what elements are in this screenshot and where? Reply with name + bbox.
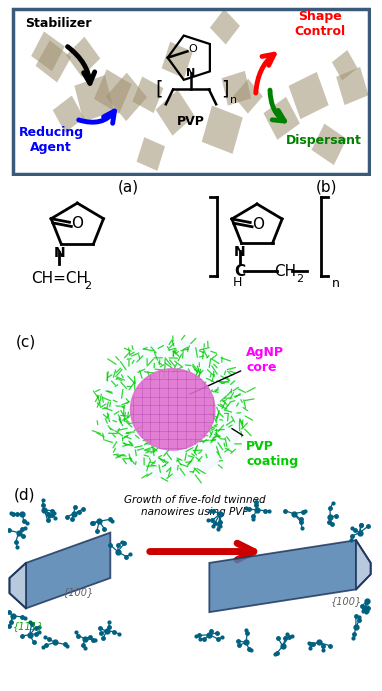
Text: {100}: {100} <box>330 596 362 607</box>
Text: O: O <box>188 44 197 54</box>
Text: n: n <box>332 278 340 290</box>
Text: (b): (b) <box>316 179 337 194</box>
Text: O: O <box>71 216 84 231</box>
Text: Dispersant: Dispersant <box>286 134 362 146</box>
Text: AgNP
core: AgNP core <box>190 346 284 394</box>
Polygon shape <box>264 97 300 140</box>
Polygon shape <box>133 77 163 113</box>
Polygon shape <box>288 72 329 119</box>
Text: O: O <box>252 217 264 231</box>
Polygon shape <box>209 540 356 612</box>
Polygon shape <box>162 41 193 78</box>
Polygon shape <box>222 71 251 106</box>
Polygon shape <box>136 138 165 171</box>
Text: (c): (c) <box>16 334 36 350</box>
Polygon shape <box>94 69 132 114</box>
Polygon shape <box>233 79 263 113</box>
Polygon shape <box>332 50 358 80</box>
Text: PVP
coating: PVP coating <box>232 428 298 468</box>
Text: 2: 2 <box>84 281 91 291</box>
Text: {111}: {111} <box>13 621 44 631</box>
Polygon shape <box>26 533 110 608</box>
Text: 2: 2 <box>296 274 304 284</box>
Text: Shape
Control: Shape Control <box>295 10 346 38</box>
Text: n: n <box>230 95 237 105</box>
Text: Reducing
Agent: Reducing Agent <box>18 126 84 154</box>
Polygon shape <box>66 37 100 77</box>
Text: CH: CH <box>274 263 296 278</box>
Polygon shape <box>155 90 194 135</box>
Text: (d): (d) <box>13 487 35 502</box>
Text: {100}: {100} <box>63 587 94 597</box>
Polygon shape <box>10 563 26 608</box>
Polygon shape <box>36 40 71 82</box>
Text: N: N <box>234 245 246 259</box>
Polygon shape <box>336 67 369 105</box>
Text: H: H <box>233 276 243 290</box>
Text: N: N <box>53 246 65 260</box>
Polygon shape <box>74 75 114 122</box>
Circle shape <box>101 341 244 478</box>
Text: Growth of five-fold twinned
nanowires using PVP: Growth of five-fold twinned nanowires us… <box>124 495 265 517</box>
Circle shape <box>131 369 215 450</box>
Polygon shape <box>53 95 84 133</box>
Text: C: C <box>234 263 245 278</box>
Text: PVP: PVP <box>177 115 205 128</box>
Text: ]: ] <box>221 80 229 99</box>
Polygon shape <box>311 124 347 165</box>
Polygon shape <box>106 73 147 121</box>
Text: [: [ <box>155 80 162 99</box>
Text: N: N <box>186 68 196 77</box>
Text: CH=CH: CH=CH <box>31 272 88 286</box>
Text: Stabilizer: Stabilizer <box>25 17 91 30</box>
Polygon shape <box>356 540 371 589</box>
Polygon shape <box>202 106 243 154</box>
Polygon shape <box>31 32 65 71</box>
Polygon shape <box>210 9 240 44</box>
Text: (a): (a) <box>118 179 139 194</box>
